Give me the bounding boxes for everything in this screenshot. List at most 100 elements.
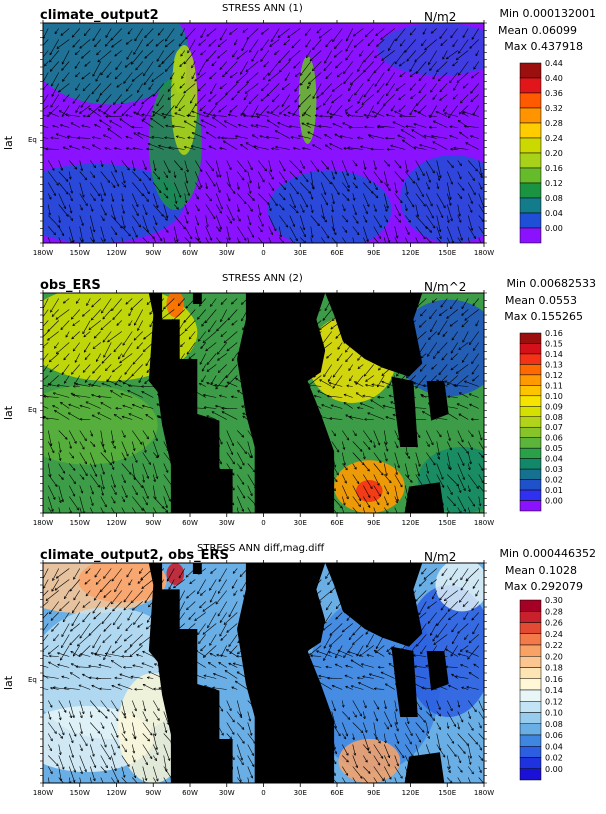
units-label: N/m2 xyxy=(424,550,457,564)
x-tick-label: 120E xyxy=(402,249,420,257)
colorbar-label: 0.01 xyxy=(545,486,563,495)
map-plot: 180W 150W 120W 90W 60W 30W 0 30E 60E 90E 120E 150E 1… xyxy=(33,290,563,527)
x-tick-label: 60W xyxy=(182,789,198,797)
x-tick-label: 120E xyxy=(402,519,420,527)
x-tick-label: 90E xyxy=(367,249,380,257)
x-tick-label: 90E xyxy=(367,789,380,797)
colorbar-label: 0.07 xyxy=(545,423,563,432)
stress-panel-2: 180W 150W 120W 90W 60W 30W 0 30E 60E 90E 120E 150E 1… xyxy=(0,270,606,542)
colorbar-label: 0.08 xyxy=(545,413,563,422)
eq-label: Eq xyxy=(28,675,37,684)
stat-min: Min 0.000446352 xyxy=(499,547,597,560)
colorbar-label: 0.10 xyxy=(545,709,563,718)
colorbar-label: 0.03 xyxy=(545,465,563,474)
case-name: climate_output2, obs_ERS xyxy=(40,548,229,563)
colorbar-label: 0.40 xyxy=(545,74,563,83)
map-plot: 180W 150W 120W 90W 60W 30W 0 30E 60E 90E 120E 150E 1… xyxy=(33,20,563,257)
stat-mean: Mean 0.0553 xyxy=(505,294,577,307)
x-tick-label: 150W xyxy=(70,789,90,797)
x-tick-label: 60W xyxy=(182,519,198,527)
x-tick-label: 30W xyxy=(219,789,235,797)
x-tick-label: 180W xyxy=(474,789,494,797)
x-tick-label: 150W xyxy=(70,519,90,527)
x-tick-label: 120W xyxy=(106,789,126,797)
colorbar-label: 0.16 xyxy=(545,164,563,173)
x-tick-label: 120E xyxy=(402,789,420,797)
plot-title: STRESS ANN (2) xyxy=(222,273,303,284)
stat-max: Max 0.155265 xyxy=(504,310,583,323)
x-tick-label: 180W xyxy=(474,249,494,257)
units-label: N/m^2 xyxy=(424,280,467,294)
x-tick-label: 120W xyxy=(106,519,126,527)
x-tick-label: 0 xyxy=(261,789,265,797)
x-tick-label: 30E xyxy=(294,789,307,797)
units-label: N/m2 xyxy=(424,10,457,24)
eq-label: Eq xyxy=(28,135,37,144)
y-axis-label: lat xyxy=(2,405,15,420)
map-plot: 180W 150W 120W 90W 60W 30W 0 30E 60E 90E 120E 150E 1… xyxy=(33,560,563,797)
colorbar-label: 0.13 xyxy=(545,360,563,369)
colorbar-label: 0.00 xyxy=(545,765,563,774)
x-tick-label: 150E xyxy=(438,519,456,527)
x-tick-label: 180W xyxy=(33,519,53,527)
colorbar-label: 0.04 xyxy=(545,742,563,751)
colorbar-label: 0.04 xyxy=(545,209,563,218)
x-tick-label: 90W xyxy=(145,789,161,797)
x-tick-label: 90W xyxy=(145,519,161,527)
x-tick-label: 30W xyxy=(219,519,235,527)
x-tick-label: 90W xyxy=(145,249,161,257)
x-tick-label: 150W xyxy=(70,249,90,257)
colorbar-label: 0.18 xyxy=(545,664,563,673)
eq-label: Eq xyxy=(28,405,37,414)
x-tick-label: 180W xyxy=(33,789,53,797)
stress-panel-1: 180W 150W 120W 90W 60W 30W 0 30E 60E 90E 120E 150E 1… xyxy=(0,0,606,272)
colorbar-label: 0.26 xyxy=(545,619,563,628)
stress-panel-3: 180W 150W 120W 90W 60W 30W 0 30E 60E 90E 120E 150E 1… xyxy=(0,540,606,812)
colorbar-label: 0.28 xyxy=(545,607,563,616)
plot-title: STRESS ANN (1) xyxy=(222,3,303,14)
colorbar-label: 0.00 xyxy=(545,224,563,233)
colorbar-label: 0.06 xyxy=(545,434,563,443)
colorbar-label: 0.28 xyxy=(545,119,563,128)
colorbar-label: 0.08 xyxy=(545,720,563,729)
stat-mean: Mean 0.06099 xyxy=(498,24,577,37)
colorbar-label: 0.12 xyxy=(545,179,563,188)
colorbar-label: 0.15 xyxy=(545,339,563,348)
colorbar-label: 0.08 xyxy=(545,194,563,203)
colorbar-label: 0.11 xyxy=(545,381,563,390)
case-name: climate_output2 xyxy=(40,8,159,23)
colorbar-label: 0.04 xyxy=(545,455,563,464)
x-tick-label: 180W xyxy=(474,519,494,527)
colorbar-label: 0.00 xyxy=(545,497,563,506)
plot-title: STRESS ANN diff,mag.diff xyxy=(197,543,325,554)
stat-min: Min 0.000132001 xyxy=(499,7,597,20)
colorbar-label: 0.14 xyxy=(545,350,563,359)
x-tick-label: 120W xyxy=(106,249,126,257)
colorbar-label: 0.14 xyxy=(545,686,563,695)
colorbar-label: 0.06 xyxy=(545,731,563,740)
colorbar-label: 0.22 xyxy=(545,641,563,650)
colorbar-label: 0.16 xyxy=(545,675,563,684)
colorbar-label: 0.16 xyxy=(545,329,563,338)
colorbar-label: 0.05 xyxy=(545,444,563,453)
x-tick-label: 0 xyxy=(261,249,265,257)
stat-max: Max 0.292079 xyxy=(504,580,583,593)
colorbar-label: 0.09 xyxy=(545,402,563,411)
colorbar-label: 0.10 xyxy=(545,392,563,401)
colorbar-label: 0.24 xyxy=(545,134,563,143)
stat-max: Max 0.437918 xyxy=(504,40,583,53)
stat-min: Min 0.00682533 xyxy=(506,277,597,290)
colorbar-label: 0.24 xyxy=(545,630,563,639)
colorbar-label: 0.20 xyxy=(545,149,563,158)
colorbar-label: 0.02 xyxy=(545,754,563,763)
case-name: obs_ERS xyxy=(40,278,101,293)
y-axis-label: lat xyxy=(2,675,15,690)
colorbar-label: 0.36 xyxy=(545,89,563,98)
x-tick-label: 60E xyxy=(330,789,343,797)
x-tick-label: 60E xyxy=(330,249,343,257)
x-tick-label: 90E xyxy=(367,519,380,527)
colorbar-label: 0.02 xyxy=(545,476,563,485)
x-tick-label: 30E xyxy=(294,519,307,527)
x-tick-label: 30E xyxy=(294,249,307,257)
colorbar-label: 0.32 xyxy=(545,104,563,113)
